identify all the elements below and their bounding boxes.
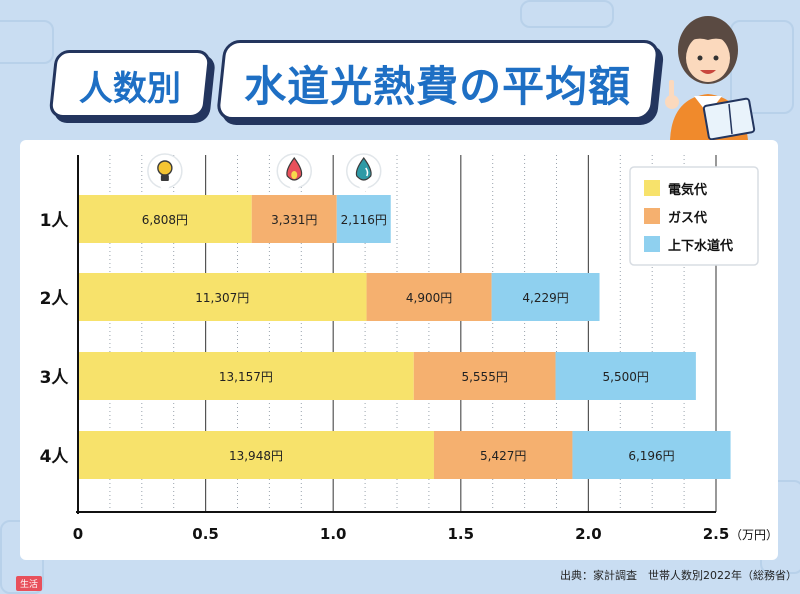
bar-segment-ガス代: [251, 195, 337, 243]
bar-data-label: 13,948円: [229, 449, 283, 463]
icon-pointer: [289, 186, 300, 194]
bar-segment-電気代: [78, 431, 434, 479]
icon-pointer: [159, 186, 170, 194]
bar-data-label: 4,900円: [406, 291, 452, 305]
bar-data-label: 2,116円: [341, 213, 387, 227]
bar-segment-ガス代: [433, 431, 573, 479]
legend-box: [629, 166, 759, 266]
bar-segment-上下水道代: [555, 352, 696, 400]
bar-data-label: 3,331円: [271, 213, 317, 227]
title-part2: 水道光熱費の平均額: [244, 62, 632, 111]
drop-shape: [286, 156, 303, 181]
x-tick-label: 2.0: [575, 525, 602, 543]
category-label: 2人: [40, 289, 70, 309]
bar-data-label: 13,157円: [219, 370, 273, 384]
x-tick-label: 0: [73, 525, 83, 543]
bar-data-label: 5,427円: [480, 449, 526, 463]
bar-segment-電気代: [78, 195, 252, 243]
title-banner: 人数別 水道光熱費の平均額: [40, 30, 661, 120]
bar-segment-電気代: [78, 273, 367, 321]
bar-data-label: 6,196円: [628, 449, 674, 463]
bar-segment-ガス代: [366, 273, 492, 321]
bar-segment-ガス代: [413, 352, 556, 400]
category-label: 3人: [40, 368, 70, 388]
x-tick-label: 0.5: [192, 525, 219, 543]
bulb-glass: [157, 160, 173, 176]
x-tick-label: 1.5: [448, 525, 475, 543]
category-label: 4人: [40, 447, 70, 467]
legend-swatch: [644, 180, 660, 196]
x-tick-label: 2.5: [703, 525, 730, 543]
background-stove: [520, 0, 614, 28]
legend-swatch: [644, 236, 660, 252]
legend-swatch: [644, 208, 660, 224]
title-box-primary: 人数別: [48, 50, 212, 118]
lightbulb-icon: [147, 153, 183, 194]
bar-segment-上下水道代: [336, 195, 391, 243]
bulb-base: [160, 175, 169, 181]
legend-label: ガス代: [668, 210, 707, 226]
x-tick-label: 1.0: [320, 525, 347, 543]
flame-icon: [276, 153, 312, 194]
title-box-secondary: 水道光熱費の平均額: [215, 40, 661, 120]
chart-panel: 6,808円 3,331円 2,116円 11,307円 4,900円 4,229円 13,…: [20, 140, 778, 560]
flame-core: [291, 171, 298, 179]
legend-label: 電気代: [668, 182, 707, 198]
bar-segment-上下水道代: [572, 431, 731, 479]
stacked-bar-chart: 6,808円 3,331円 2,116円 11,307円 4,900円 4,229円 13,…: [40, 153, 778, 543]
category-label: 1人: [40, 211, 70, 231]
drop-highlight: [365, 167, 369, 177]
x-unit-label: （万円）: [730, 528, 778, 542]
bar-data-label: 5,555円: [461, 370, 507, 384]
bar-segment-電気代: [78, 352, 414, 400]
category-tag: 生活: [16, 576, 43, 591]
title-part1: 人数別: [78, 69, 181, 109]
bar-data-label: 6,808円: [142, 213, 188, 227]
background-appliance-left: [0, 20, 54, 64]
bar-data-label: 5,500円: [603, 370, 649, 384]
legend-label: 上下水道代: [668, 238, 733, 254]
bar-segment-上下水道代: [491, 273, 600, 321]
water-drop-icon: [345, 153, 382, 194]
icon-pointer: [358, 186, 369, 194]
bar-data-label: 11,307円: [195, 291, 249, 305]
source-note: 出典：家計調査 世帯人数別2022年（総務省）: [560, 569, 797, 582]
bar-data-label: 4,229円: [522, 291, 568, 305]
teacher-illustration: [665, 16, 756, 140]
